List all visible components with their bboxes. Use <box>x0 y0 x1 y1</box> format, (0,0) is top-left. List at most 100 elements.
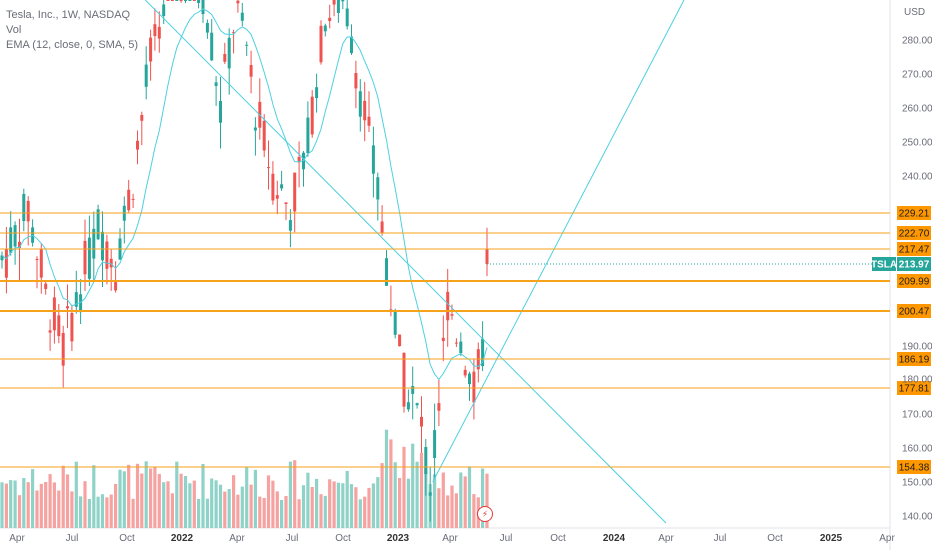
current-price-label: 213.97 <box>899 260 930 271</box>
candle-body <box>40 249 43 277</box>
candle-body <box>250 65 253 77</box>
x-tick-label: 2025 <box>820 533 843 544</box>
level-label: 229.21 <box>899 209 930 220</box>
y-tick-label: 180.00 <box>902 375 932 386</box>
level-label: 154.38 <box>899 463 930 474</box>
y-tick-label: 170.00 <box>902 410 932 421</box>
y-tick-label: 160.00 <box>902 444 932 455</box>
volume-bar <box>254 470 257 528</box>
volume-bar <box>394 462 397 528</box>
volume-bar <box>402 447 405 528</box>
candle-body <box>442 338 445 341</box>
volume-bar <box>153 467 156 528</box>
x-tick-label: Jul <box>66 533 79 544</box>
legend-title: Tesla, Inc., 1W, NASDAQ <box>6 8 138 23</box>
candle-body <box>206 23 209 33</box>
volume-bar <box>31 469 34 528</box>
volume-bar <box>376 477 379 528</box>
candle-body <box>245 45 248 46</box>
volume-bar <box>53 482 56 528</box>
candle-body <box>293 173 296 212</box>
candle-body <box>289 220 292 231</box>
candle-body <box>267 167 270 168</box>
volume-bar <box>66 474 69 528</box>
candle-body <box>5 249 8 278</box>
volume-bar <box>302 485 305 528</box>
candle-body <box>114 282 117 290</box>
volume-bar <box>49 474 52 528</box>
candle-body <box>66 306 69 308</box>
volume-bar <box>62 466 65 528</box>
candle-body <box>363 101 366 120</box>
volume-bar <box>158 474 161 528</box>
candle-body <box>84 241 87 274</box>
candle-body <box>271 174 274 201</box>
volume-bar <box>83 481 86 528</box>
volume-bar <box>219 485 222 528</box>
volume-bar <box>284 496 287 528</box>
y-tick-label: 280.00 <box>902 36 932 47</box>
volume-bar <box>162 482 165 528</box>
volume-bar <box>5 484 8 528</box>
x-tick-label: Jul <box>714 533 727 544</box>
volume-bar <box>407 479 410 528</box>
volume-bar <box>88 499 91 528</box>
volume-bar <box>319 494 322 528</box>
candle-body <box>167 0 170 1</box>
volume-bar <box>472 494 475 528</box>
candle-body <box>315 87 318 98</box>
candle-body <box>398 335 401 347</box>
candle-body <box>394 311 397 335</box>
volume-bar <box>0 482 3 528</box>
x-tick-label: 2024 <box>603 533 626 544</box>
candle-body <box>188 0 191 1</box>
volume-bar <box>324 496 327 528</box>
volume-bar <box>468 466 471 528</box>
volume-bar <box>333 481 336 528</box>
currency-label: USD <box>904 7 925 18</box>
candle-body <box>433 430 436 458</box>
candle-body <box>202 0 205 14</box>
volume-bar <box>140 474 143 529</box>
volume-bar <box>437 488 440 528</box>
volume-bar <box>271 481 274 528</box>
volume-bar <box>132 499 135 528</box>
volume-bar <box>328 479 331 528</box>
candle-body <box>57 315 60 336</box>
flash-icon[interactable]: ⚡ <box>477 506 493 522</box>
volume-bar <box>389 439 392 528</box>
volume-bar <box>359 499 362 528</box>
volume-bar <box>210 479 213 529</box>
candle-body <box>341 0 344 1</box>
volume-bar <box>184 476 187 528</box>
volume-bar <box>442 473 445 529</box>
candle-body <box>175 0 178 1</box>
candle-body <box>263 121 266 151</box>
candle-body <box>27 201 30 222</box>
volume-bar <box>350 484 353 528</box>
candle-body <box>424 447 427 474</box>
candle-body <box>368 117 371 126</box>
volume-bar <box>263 498 266 528</box>
candle-body <box>324 26 327 32</box>
volume-bar <box>97 497 100 528</box>
candle-body <box>372 145 375 173</box>
candle-body <box>53 297 56 330</box>
candle-body <box>486 249 489 264</box>
candle-body <box>62 333 65 366</box>
volume-bar <box>123 471 126 528</box>
candle-body <box>276 195 279 199</box>
volume-bar <box>372 483 375 528</box>
x-tick-label: Jul <box>500 533 513 544</box>
candle-body <box>180 0 183 1</box>
candle-body <box>328 18 331 21</box>
volume-bar <box>241 487 244 528</box>
volume-bar <box>149 469 152 529</box>
candle-body <box>193 0 196 1</box>
candle-body <box>407 402 410 409</box>
volume-bar <box>267 475 270 528</box>
x-tick-label: Jul <box>286 533 299 544</box>
candle-body <box>429 492 432 495</box>
candle-body <box>459 342 462 354</box>
